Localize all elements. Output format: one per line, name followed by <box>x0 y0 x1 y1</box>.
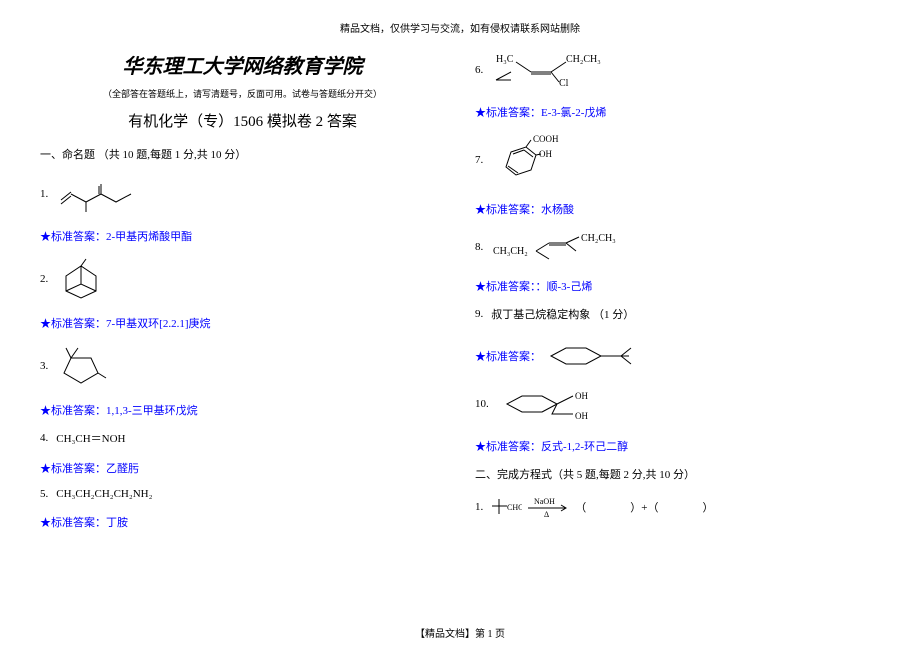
question-1: 1. ★标准答案：2-甲基丙烯酸甲酯 <box>40 174 445 244</box>
exam-title: 有机化学（专）1506 模拟卷 2 答案 <box>40 110 445 131</box>
svg-text:CH₂CH₃: CH₂CH₃ <box>581 233 616 244</box>
q3-structure <box>56 343 111 388</box>
eq1-number: 1. <box>475 501 483 513</box>
q4-number: 4. <box>40 432 48 444</box>
svg-text:Δ: Δ <box>544 510 549 519</box>
q5-formula: CH₃CH₂CH₂CH₂NH₂ <box>56 488 152 500</box>
section-2-header: 二、完成方程式（共 5 题,每题 2 分,共 10 分） <box>475 466 880 482</box>
question-3: 3. ★标准答案：1,1,3-三甲基环戊烷 <box>40 343 445 418</box>
q1-answer: ★标准答案：2-甲基丙烯酸甲酯 <box>40 228 445 244</box>
q7-structure: COOH OH <box>491 132 571 187</box>
svg-text:CHO: CHO <box>507 503 522 512</box>
q2-answer: ★标准答案：7-甲基双环[2.2.1]庚烷 <box>40 315 445 331</box>
q5-number: 5. <box>40 488 48 500</box>
q1-structure <box>56 174 146 214</box>
section-1-header: 一、命名题 （共 10 题,每题 1 分,共 10 分） <box>40 146 445 162</box>
eq1-product: （ ）+（ ） <box>575 499 713 515</box>
svg-text:NaOH: NaOH <box>534 497 555 506</box>
q9-text: 叔丁基己烷稳定构象 （1 分） <box>491 306 634 322</box>
content-columns: 华东理工大学网络教育学院 （全部答在答题纸上，请写清题号，反面可用。试卷与答题纸… <box>40 50 880 542</box>
question-8: 8. CH₃CH₂ CH₂CH₃ ★标准答案：：顺-3-己烯 <box>475 229 880 294</box>
q6-number: 6. <box>475 64 483 76</box>
q9-number: 9. <box>475 308 483 320</box>
page-footer: 【精品文档】第 1 页 <box>0 625 920 640</box>
svg-text:CH₂CH₃: CH₂CH₃ <box>566 54 601 65</box>
university-title: 华东理工大学网络教育学院 <box>40 50 445 79</box>
q9-structure <box>541 336 671 376</box>
question-2: 2. ★标准答案：7-甲基双环[2.2.1]庚烷 <box>40 256 445 331</box>
q9-answer: ★标准答案： <box>475 348 541 364</box>
eq1-structure: CHO <box>487 494 522 519</box>
question-7: 7. COOH OH ★标准答案：水杨酸 <box>475 132 880 217</box>
right-column: 6. H₃C CH₂CH₃ Cl ★标准答案：E-3-氯-2-戊烯 7. COO… <box>475 50 880 542</box>
svg-text:H₃C: H₃C <box>496 54 514 65</box>
svg-text:COOH: COOH <box>533 134 559 144</box>
q7-number: 7. <box>475 154 483 166</box>
left-column: 华东理工大学网络教育学院 （全部答在答题纸上，请写清题号，反面可用。试卷与答题纸… <box>40 50 445 542</box>
svg-text:CH₃CH₂: CH₃CH₂ <box>493 246 528 257</box>
q8-number: 8. <box>475 241 483 253</box>
svg-text:OH: OH <box>539 149 552 159</box>
q10-structure: OH OH <box>497 384 607 424</box>
eq1-arrow: NaOH Δ <box>526 494 571 519</box>
svg-text:Cl: Cl <box>559 78 569 89</box>
q10-number: 10. <box>475 398 489 410</box>
q4-answer: ★标准答案：乙醛肟 <box>40 460 445 476</box>
equation-1: 1. CHO NaOH Δ （ ）+（ ） <box>475 494 880 519</box>
q2-number: 2. <box>40 273 48 285</box>
question-9: 9. 叔丁基己烷稳定构象 （1 分） ★标准答案： <box>475 306 880 376</box>
instructions: （全部答在答题纸上，请写清题号，反面可用。试卷与答题纸分开交） <box>40 87 445 100</box>
q10-answer: ★标准答案：反式-1,2-环己二醇 <box>475 438 880 454</box>
svg-text:OH: OH <box>575 391 588 401</box>
q2-structure <box>56 256 111 301</box>
q8-answer: ★标准答案：：顺-3-己烯 <box>475 278 880 294</box>
svg-text:OH: OH <box>575 411 588 421</box>
q3-number: 3. <box>40 360 48 372</box>
question-10: 10. OH OH ★标准答案：反式-1,2-环己二醇 <box>475 384 880 454</box>
q6-structure: H₃C CH₂CH₃ Cl <box>491 50 601 90</box>
question-5: 5. CH₃CH₂CH₂CH₂NH₂ ★标准答案：丁胺 <box>40 488 445 530</box>
q1-number: 1. <box>40 188 48 200</box>
q6-answer: ★标准答案：E-3-氯-2-戊烯 <box>475 104 880 120</box>
q5-answer: ★标准答案：丁胺 <box>40 514 445 530</box>
q7-answer: ★标准答案：水杨酸 <box>475 201 880 217</box>
question-6: 6. H₃C CH₂CH₃ Cl ★标准答案：E-3-氯-2-戊烯 <box>475 50 880 120</box>
question-4: 4. CH₃CH＝NOH ★标准答案：乙醛肟 <box>40 430 445 476</box>
document-header: 精品文档，仅供学习与交流，如有侵权请联系网站删除 <box>40 20 880 35</box>
q3-answer: ★标准答案：1,1,3-三甲基环戊烷 <box>40 402 445 418</box>
q8-structure: CH₃CH₂ CH₂CH₃ <box>491 229 621 264</box>
q4-formula: CH₃CH＝NOH <box>56 430 125 446</box>
